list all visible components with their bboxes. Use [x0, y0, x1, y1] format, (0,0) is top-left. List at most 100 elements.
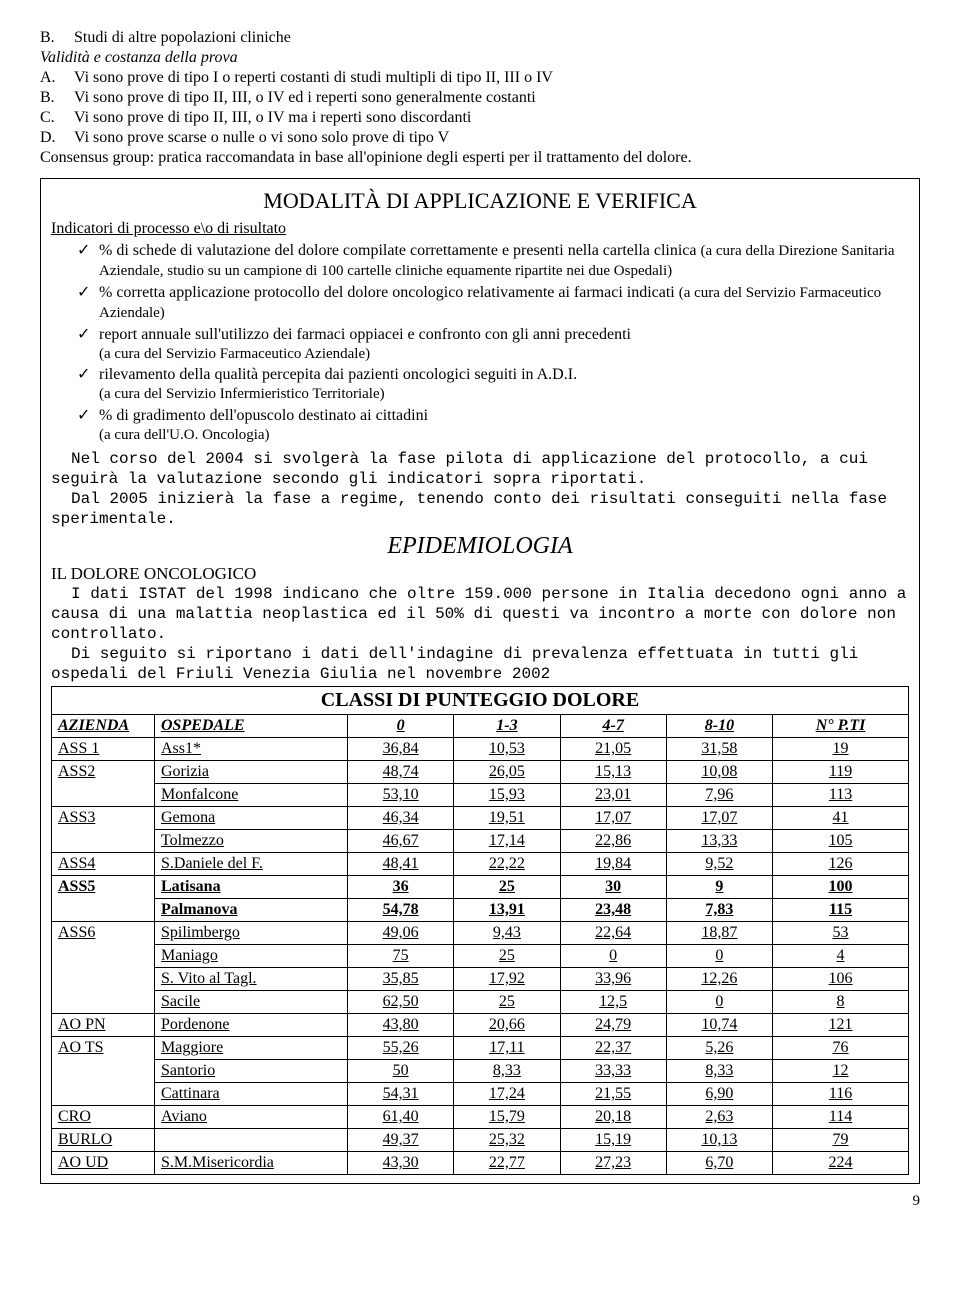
cell-value: 62,50	[348, 991, 454, 1014]
cell-value: 0	[560, 945, 666, 968]
score-table: CLASSI DI PUNTEGGIO DOLORE AZIENDA OSPED…	[51, 686, 909, 1175]
cell-value: 49,06	[348, 922, 454, 945]
cell-value: 13,33	[666, 830, 772, 853]
cell-value: 100	[773, 876, 909, 899]
table-row: CROAviano61,4015,7920,182,63114	[52, 1106, 909, 1129]
cell-value: 35,85	[348, 968, 454, 991]
list-item-D2: D.Vi sono prove scarse o nulle o vi sono…	[40, 128, 920, 148]
cell-value: 48,41	[348, 853, 454, 876]
col-azienda: AZIENDA	[52, 715, 155, 738]
list-item-B: B.Studi di altre popolazioni cliniche	[40, 28, 920, 48]
cell-value: 23,48	[560, 899, 666, 922]
cell-value: 33,96	[560, 968, 666, 991]
cell-value: 106	[773, 968, 909, 991]
table-row: ASS6Spilimbergo49,069,4322,6418,8753	[52, 922, 909, 945]
table-row: Cattinara54,3117,2421,556,90116	[52, 1083, 909, 1106]
cell-value: 224	[773, 1152, 909, 1175]
table-row: ASS3Gemona46,3419,5117,0717,0741	[52, 807, 909, 830]
text: Nel corso del 2004 si svolgerà la fase p…	[51, 450, 868, 488]
check-note: (a cura del Servizio Infermieristico Ter…	[51, 385, 909, 404]
cell-value: 25	[454, 945, 560, 968]
cell-value: 4	[773, 945, 909, 968]
cell-value: 0	[666, 991, 772, 1014]
table-row: BURLO49,3725,3215,1910,1379	[52, 1129, 909, 1152]
cell-value: 13,91	[454, 899, 560, 922]
check-text: rilevamento della qualità percepita dai …	[99, 366, 577, 383]
cell-azienda: AO PN	[52, 1014, 155, 1037]
cell-value: 18,87	[666, 922, 772, 945]
cell-value: 46,67	[348, 830, 454, 853]
table-body: ASS 1Ass1*36,8410,5321,0531,5819ASS2Gori…	[52, 738, 909, 1175]
cell-ospedale: Pordenone	[155, 1014, 348, 1037]
cell-value: 20,18	[560, 1106, 666, 1129]
check-item: ✓% di gradimento dell'opuscolo destinato…	[51, 406, 909, 426]
cell-value: 22,22	[454, 853, 560, 876]
cell-value: 22,77	[454, 1152, 560, 1175]
text: I dati ISTAT del 1998 indicano che oltre…	[51, 585, 906, 643]
epi-subhead: IL DOLORE ONCOLOGICO	[51, 563, 909, 584]
cell-value: 46,34	[348, 807, 454, 830]
cell-value: 12,5	[560, 991, 666, 1014]
cell-value: 55,26	[348, 1037, 454, 1060]
cell-value: 2,63	[666, 1106, 772, 1129]
table-row: Tolmezzo46,6717,1422,8613,33105	[52, 830, 909, 853]
col-0: 0	[348, 715, 454, 738]
cell-value: 31,58	[666, 738, 772, 761]
check-item: ✓% corretta applicazione protocollo del …	[51, 283, 909, 323]
cell-value: 41	[773, 807, 909, 830]
cell-value: 6,90	[666, 1083, 772, 1106]
cell-azienda: ASS2	[52, 761, 155, 807]
text: Studi di altre popolazioni cliniche	[74, 29, 291, 46]
cell-value: 8,33	[666, 1060, 772, 1083]
check-item: ✓rilevamento della qualità percepita dai…	[51, 365, 909, 385]
text: Dal 2005 inizierà la fase a regime, tene…	[51, 490, 887, 528]
page-number: 9	[40, 1192, 920, 1211]
check-text: % corretta applicazione protocollo del d…	[99, 284, 679, 301]
cell-value: 27,23	[560, 1152, 666, 1175]
cell-value: 76	[773, 1037, 909, 1060]
cell-value: 17,24	[454, 1083, 560, 1106]
validity-line: Validità e costanza della prova	[40, 48, 920, 68]
cell-value: 25,32	[454, 1129, 560, 1152]
cell-ospedale: Latisana	[155, 876, 348, 899]
table-row: ASS4S.Daniele del F.48,4122,2219,849,521…	[52, 853, 909, 876]
col-8-10: 8-10	[666, 715, 772, 738]
epi-title: EPIDEMIOLOGIA	[51, 531, 909, 561]
table-row: ASS5Latisana3625309100	[52, 876, 909, 899]
mono-para-4: Di seguito si riportano i dati dell'inda…	[51, 644, 909, 684]
cell-value: 36	[348, 876, 454, 899]
cell-value: 119	[773, 761, 909, 784]
cell-value: 26,05	[454, 761, 560, 784]
cell-ospedale: Palmanova	[155, 899, 348, 922]
col-4-7: 4-7	[560, 715, 666, 738]
col-npti: N° P.TI	[773, 715, 909, 738]
table-row: Santorio508,3333,338,3312	[52, 1060, 909, 1083]
cell-value: 17,11	[454, 1037, 560, 1060]
check-icon: ✓	[77, 283, 99, 303]
cell-value: 9,52	[666, 853, 772, 876]
cell-value: 30	[560, 876, 666, 899]
check-text: % di schede di valutazione del dolore co…	[99, 242, 701, 259]
cell-value: 23,01	[560, 784, 666, 807]
table-row: ASS2Gorizia48,7426,0515,1310,08119	[52, 761, 909, 784]
cell-value: 75	[348, 945, 454, 968]
cell-value: 7,83	[666, 899, 772, 922]
cell-value: 15,93	[454, 784, 560, 807]
check-note: (a cura del Servizio Farmaceutico Aziend…	[51, 345, 909, 364]
table-row: Palmanova54,7813,9123,487,83115	[52, 899, 909, 922]
cell-value: 43,30	[348, 1152, 454, 1175]
cell-azienda: ASS 1	[52, 738, 155, 761]
cell-azienda: AO UD	[52, 1152, 155, 1175]
cell-value: 15,13	[560, 761, 666, 784]
check-icon: ✓	[77, 241, 99, 261]
cell-value: 8	[773, 991, 909, 1014]
mono-para-2: Dal 2005 inizierà la fase a regime, tene…	[51, 489, 909, 529]
cell-value: 25	[454, 991, 560, 1014]
cell-value: 116	[773, 1083, 909, 1106]
cell-value: 22,86	[560, 830, 666, 853]
cell-ospedale: Tolmezzo	[155, 830, 348, 853]
cell-ospedale: S. Vito al Tagl.	[155, 968, 348, 991]
cell-azienda: CRO	[52, 1106, 155, 1129]
table-title: CLASSI DI PUNTEGGIO DOLORE	[52, 687, 909, 715]
cell-ospedale	[155, 1129, 348, 1152]
